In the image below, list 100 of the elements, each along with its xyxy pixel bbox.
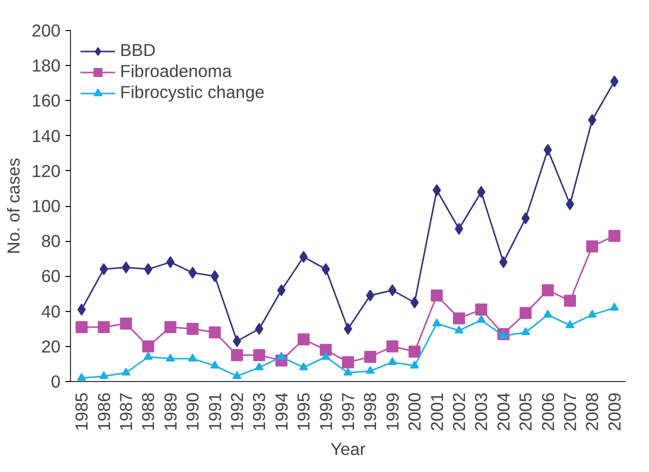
x-tick-label: 1999 [382, 392, 402, 432]
point [499, 256, 508, 268]
point [210, 360, 220, 369]
point [99, 371, 108, 380]
point [498, 330, 508, 339]
y-tick-label: 20 [41, 336, 61, 356]
point [77, 372, 86, 381]
point [608, 230, 620, 242]
point [386, 340, 398, 352]
point [476, 314, 486, 323]
x-tick-label: 1996 [316, 392, 336, 432]
point [321, 352, 330, 360]
x-tick-label: 1992 [227, 392, 247, 432]
point [253, 349, 266, 362]
point [188, 266, 197, 279]
point [344, 322, 352, 335]
x-tick-label: 1987 [116, 392, 136, 432]
point [276, 352, 286, 360]
point [566, 198, 574, 210]
point [299, 250, 308, 263]
point [166, 354, 175, 362]
x-tick-label: 2001 [426, 392, 447, 432]
point [76, 321, 88, 334]
point [320, 344, 332, 356]
point [388, 284, 397, 296]
x-tick-label: 2002 [449, 392, 469, 432]
point [164, 321, 176, 334]
point [208, 326, 221, 338]
point [299, 362, 308, 370]
point [521, 327, 530, 336]
x-tick-label: 1991 [204, 392, 225, 432]
x-tick-label: 2004 [493, 392, 514, 432]
y-tick-label: 60 [41, 266, 61, 286]
y-tick-label: 0 [50, 372, 61, 392]
point [122, 261, 130, 274]
point [410, 360, 420, 369]
legend-label: Fibrocystic change [120, 82, 264, 103]
y-axis-title: No. of cases [4, 158, 24, 254]
point [521, 212, 530, 224]
legend-label: Fibroadenoma [120, 61, 232, 82]
point [142, 340, 154, 352]
x-tick-label: 2005 [516, 392, 536, 432]
point [144, 352, 153, 360]
x-tick-label: 2007 [560, 392, 580, 432]
point [298, 333, 310, 346]
x-tick-label: 1997 [338, 392, 358, 432]
point [166, 256, 175, 268]
point [77, 304, 86, 316]
x-tick-label: 2003 [471, 392, 492, 432]
y-tick-label: 120 [32, 160, 61, 181]
legend-label: BBD [120, 40, 156, 61]
y-tick-label: 160 [32, 90, 61, 111]
x-tick-label: 2006 [538, 392, 558, 432]
point [122, 368, 130, 376]
x-tick-label: 2008 [582, 392, 602, 432]
x-tick-label: 1988 [138, 392, 158, 432]
point [610, 75, 619, 88]
x-tick-label: 1993 [249, 392, 270, 432]
point [344, 368, 352, 376]
point [542, 284, 554, 296]
point [588, 310, 597, 318]
point [277, 284, 286, 296]
x-tick-label: 1990 [182, 392, 203, 432]
y-tick-label: 100 [32, 196, 61, 216]
point [232, 371, 242, 380]
point [186, 322, 199, 335]
point [430, 290, 443, 302]
point [566, 320, 574, 328]
x-tick-label: 1995 [294, 392, 314, 432]
x-axis-title: Year [330, 439, 366, 460]
point [231, 349, 243, 362]
x-tick-label: 1989 [160, 392, 180, 432]
point [454, 222, 464, 235]
y-tick-label: 80 [41, 231, 61, 252]
x-tick-label: 2000 [404, 392, 425, 432]
y-tick-label: 180 [32, 56, 61, 76]
point [366, 366, 375, 374]
point [254, 362, 264, 370]
point [453, 312, 465, 324]
x-tick-label: 1986 [94, 392, 114, 432]
point [364, 350, 376, 363]
x-tick-label: 1998 [360, 392, 380, 432]
point [120, 318, 132, 330]
point [410, 296, 419, 309]
point [520, 307, 532, 320]
y-tick-label: 140 [32, 126, 61, 146]
point [432, 318, 442, 326]
point [188, 354, 198, 362]
point [610, 302, 619, 311]
point [408, 346, 421, 358]
y-tick-label: 200 [32, 20, 61, 40]
point [475, 304, 488, 316]
x-tick-label: 1994 [271, 392, 292, 432]
x-tick-label: 2009 [604, 392, 624, 432]
point [98, 321, 110, 334]
point [232, 335, 242, 348]
point [388, 357, 397, 366]
point [454, 325, 464, 334]
point [342, 356, 354, 368]
point [586, 240, 598, 252]
